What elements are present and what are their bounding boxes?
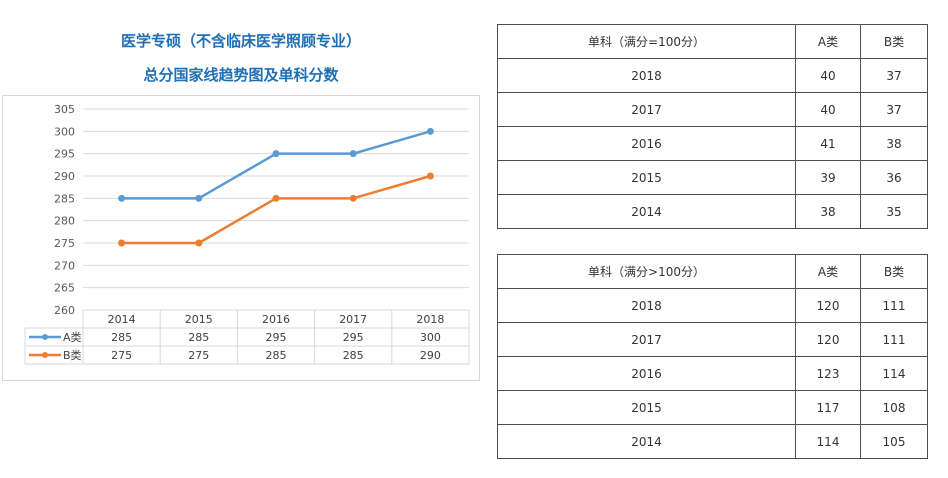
- table-cell-a: 120: [795, 288, 861, 323]
- table-cell-b: 37: [860, 92, 928, 127]
- data-table-value: 295: [343, 331, 364, 344]
- table-header-b: B类: [860, 254, 928, 289]
- table-header-a: A类: [795, 24, 861, 59]
- table-row: 2014 114 105: [497, 424, 928, 459]
- table-cell-year: 2014: [497, 194, 796, 229]
- table-cell-a: 114: [795, 424, 861, 459]
- data-table-value: 300: [420, 331, 441, 344]
- table-cell-year: 2017: [497, 92, 796, 127]
- table-cell-year: 2018: [497, 288, 796, 323]
- single-subject-table-over-100: 单科（满分>100分） A类 B类 2018 120 111 2017 120 …: [497, 254, 928, 459]
- x-tick-label: 2016: [262, 313, 290, 326]
- table-cell-year: 2015: [497, 160, 796, 195]
- y-tick-label: 270: [54, 259, 75, 272]
- y-tick-label: 265: [54, 282, 75, 295]
- data-point: [118, 239, 126, 247]
- table-header-a: A类: [795, 254, 861, 289]
- table-cell-a: 38: [795, 194, 861, 229]
- data-point: [195, 239, 203, 247]
- x-tick-label: 2017: [339, 313, 367, 326]
- data-point: [195, 194, 203, 202]
- data-point: [118, 194, 126, 202]
- y-tick-label: 295: [54, 148, 75, 161]
- table-row: 2016 41 38: [497, 126, 928, 161]
- single-subject-table-100: 单科（满分=100分） A类 B类 2018 40 37 2017 40 37 …: [497, 24, 928, 229]
- y-tick-label: 280: [54, 215, 75, 228]
- table-cell-b: 114: [860, 356, 928, 391]
- table-row: 2014 38 35: [497, 194, 928, 229]
- y-tick-label: 285: [54, 192, 75, 205]
- table-cell-year: 2017: [497, 322, 796, 357]
- data-table-value: 290: [420, 349, 441, 362]
- legend-label: A类: [63, 330, 82, 344]
- table-header-row: 单科（满分>100分） A类 B类: [497, 254, 928, 289]
- x-tick-label: 2014: [108, 313, 136, 326]
- table-cell-a: 41: [795, 126, 861, 161]
- data-point: [426, 172, 434, 180]
- legend-key-marker: [42, 352, 48, 358]
- line-chart: 260 265 270 275 280 285 290 295 300 305 2014 2015 20…: [24, 103, 470, 365]
- y-tick-label: 275: [54, 237, 75, 250]
- table-header-subject: 单科（满分>100分）: [497, 254, 796, 289]
- chart-frame: 260 265 270 275 280 285 290 295 300 305 2014 2015 20…: [2, 95, 480, 381]
- x-tick-label: 2015: [185, 313, 213, 326]
- data-point: [349, 150, 357, 158]
- table-row: 2018 40 37: [497, 58, 928, 93]
- table-cell-a: 123: [795, 356, 861, 391]
- table-cell-a: 40: [795, 58, 861, 93]
- table-cell-b: 111: [860, 288, 928, 323]
- table-row: 2016 123 114: [497, 356, 928, 391]
- y-tick-label: 290: [54, 170, 75, 183]
- legend-key-marker: [42, 334, 48, 340]
- table-cell-b: 37: [860, 58, 928, 93]
- table-header-b: B类: [860, 24, 928, 59]
- table-cell-year: 2016: [497, 126, 796, 161]
- table-cell-a: 120: [795, 322, 861, 357]
- table-cell-b: 108: [860, 390, 928, 425]
- data-table-value: 285: [111, 331, 132, 344]
- series-line: [121, 174, 431, 245]
- legend-label: B类: [63, 348, 82, 362]
- data-table-value: 275: [111, 349, 132, 362]
- data-table-value: 285: [266, 349, 287, 362]
- table-cell-b: 36: [860, 160, 928, 195]
- table-cell-year: 2016: [497, 356, 796, 391]
- data-table-value: 295: [266, 331, 287, 344]
- data-table-value: 285: [343, 349, 364, 362]
- table-cell-a: 117: [795, 390, 861, 425]
- table-header-subject: 单科（满分=100分）: [497, 24, 796, 59]
- table-row: 2017 40 37: [497, 92, 928, 127]
- table-cell-a: 39: [795, 160, 861, 195]
- table-cell-b: 38: [860, 126, 928, 161]
- table-row: 2015 39 36: [497, 160, 928, 195]
- y-tick-label: 300: [54, 125, 75, 138]
- x-tick-label: 2018: [416, 313, 444, 326]
- data-table-value: 275: [188, 349, 209, 362]
- y-tick-label: 305: [54, 103, 75, 116]
- table-row: 2018 120 111: [497, 288, 928, 323]
- table-cell-year: 2015: [497, 390, 796, 425]
- data-point: [349, 194, 357, 202]
- table-cell-year: 2014: [497, 424, 796, 459]
- table-cell-year: 2018: [497, 58, 796, 93]
- table-cell-a: 40: [795, 92, 861, 127]
- chart-title-line2: 总分国家线趋势图及单科分数: [143, 66, 339, 84]
- y-tick-label: 260: [54, 304, 75, 317]
- data-point: [272, 150, 280, 158]
- data-table-value: 285: [188, 331, 209, 344]
- table-cell-b: 111: [860, 322, 928, 357]
- table-header-row: 单科（满分=100分） A类 B类: [497, 24, 928, 59]
- table-cell-b: 35: [860, 194, 928, 229]
- table-cell-b: 105: [860, 424, 928, 459]
- chart-title-line1: 医学专硕（不含临床医学照顾专业）: [120, 32, 361, 50]
- data-point: [426, 127, 434, 135]
- table-row: 2017 120 111: [497, 322, 928, 357]
- data-point: [272, 194, 280, 202]
- table-row: 2015 117 108: [497, 390, 928, 425]
